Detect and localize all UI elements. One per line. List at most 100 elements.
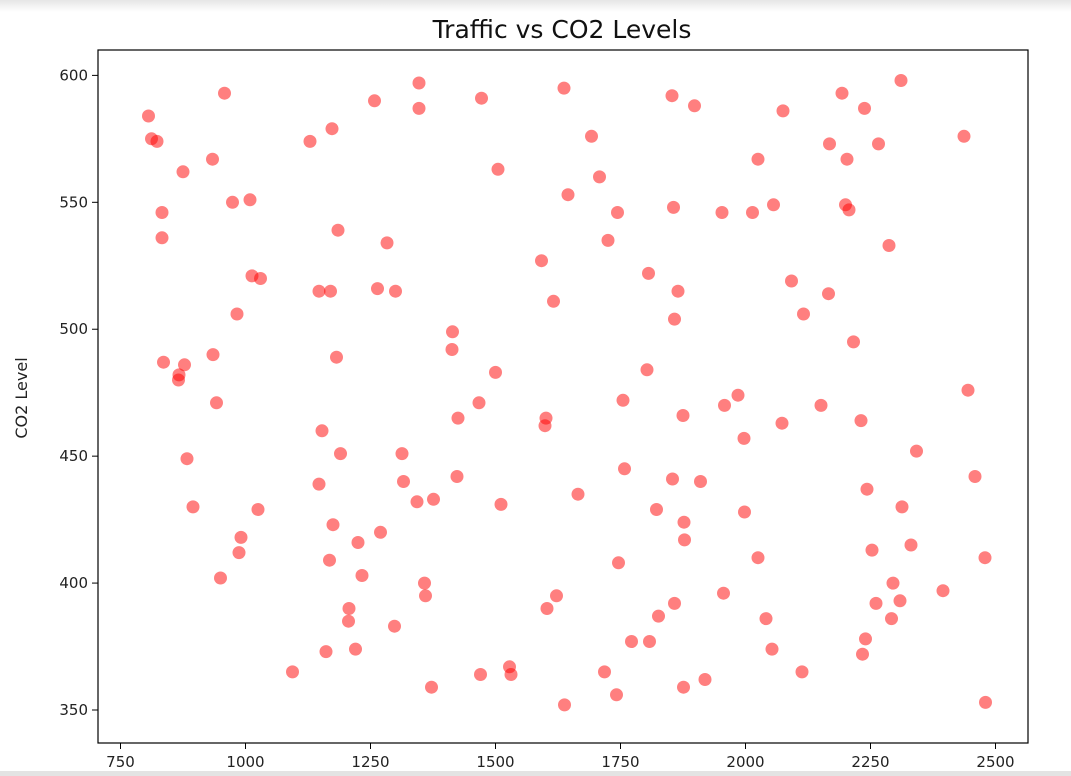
data-point-114 bbox=[738, 505, 751, 519]
chart-title: Traffic vs CO2 Levels bbox=[432, 15, 692, 44]
data-point-29 bbox=[312, 284, 326, 298]
data-point-103 bbox=[677, 680, 690, 694]
data-point-81 bbox=[585, 129, 598, 143]
data-point-93 bbox=[643, 635, 656, 648]
data-point-55 bbox=[418, 576, 431, 590]
data-point-12 bbox=[186, 500, 200, 514]
data-point-109 bbox=[715, 206, 729, 219]
data-point-9 bbox=[178, 358, 191, 372]
data-point-50 bbox=[395, 447, 409, 461]
data-point-13 bbox=[206, 152, 219, 166]
data-point-146 bbox=[894, 74, 908, 87]
data-point-122 bbox=[776, 104, 790, 118]
data-point-33 bbox=[324, 284, 337, 298]
x-tick-label: 750 bbox=[106, 753, 135, 771]
data-point-136 bbox=[858, 101, 871, 115]
data-point-89 bbox=[618, 462, 631, 476]
data-point-35 bbox=[326, 518, 340, 532]
x-tick-label: 1750 bbox=[601, 753, 639, 771]
data-point-138 bbox=[860, 482, 874, 496]
data-point-127 bbox=[822, 287, 835, 301]
data-point-38 bbox=[334, 447, 347, 461]
data-point-115 bbox=[746, 206, 759, 219]
data-point-58 bbox=[427, 492, 440, 506]
data-point-153 bbox=[968, 470, 982, 483]
data-point-85 bbox=[610, 688, 623, 702]
data-point-49 bbox=[389, 284, 402, 298]
data-point-95 bbox=[652, 609, 665, 623]
data-point-60 bbox=[445, 343, 459, 356]
data-point-125 bbox=[797, 307, 810, 321]
data-point-126 bbox=[814, 398, 828, 412]
data-point-52 bbox=[410, 495, 424, 509]
data-point-11 bbox=[180, 452, 194, 466]
data-point-22 bbox=[243, 193, 257, 207]
data-point-111 bbox=[718, 398, 731, 412]
data-point-32 bbox=[323, 553, 336, 567]
x-tick-label: 1000 bbox=[226, 753, 264, 771]
data-point-63 bbox=[472, 396, 486, 410]
y-tick-label: 450 bbox=[59, 447, 88, 465]
data-point-43 bbox=[355, 569, 369, 582]
data-point-14 bbox=[206, 348, 220, 362]
data-point-36 bbox=[330, 350, 343, 364]
data-point-101 bbox=[671, 284, 685, 298]
data-point-108 bbox=[698, 673, 712, 686]
x-axis-ticks: 750 1000 1250 1500 1750 2000 2250 2500 bbox=[106, 743, 1015, 771]
data-point-94 bbox=[650, 503, 663, 516]
data-point-64 bbox=[474, 668, 487, 681]
data-point-79 bbox=[561, 188, 575, 202]
data-point-99 bbox=[668, 312, 681, 326]
data-point-141 bbox=[872, 137, 885, 151]
data-point-34 bbox=[325, 122, 339, 136]
data-point-70 bbox=[504, 668, 518, 681]
data-point-154 bbox=[978, 551, 992, 565]
window-bottom-edge bbox=[0, 771, 1071, 776]
data-point-40 bbox=[342, 614, 355, 628]
data-point-30 bbox=[315, 424, 329, 438]
data-point-10 bbox=[176, 165, 190, 179]
data-point-107 bbox=[694, 475, 707, 488]
data-point-20 bbox=[232, 546, 246, 560]
data-point-4 bbox=[155, 206, 169, 219]
data-point-66 bbox=[489, 365, 502, 379]
x-tick-label: 1500 bbox=[476, 753, 514, 771]
data-point-92 bbox=[642, 266, 655, 280]
data-point-152 bbox=[961, 383, 975, 397]
data-point-124 bbox=[795, 665, 809, 679]
data-point-28 bbox=[312, 477, 326, 491]
data-point-117 bbox=[751, 551, 765, 565]
data-point-132 bbox=[842, 203, 856, 217]
data-point-105 bbox=[678, 533, 691, 547]
data-point-142 bbox=[882, 239, 896, 252]
data-point-129 bbox=[835, 86, 849, 100]
data-point-44 bbox=[368, 94, 381, 108]
data-point-100 bbox=[668, 596, 681, 610]
data-point-82 bbox=[593, 170, 606, 184]
data-point-83 bbox=[598, 665, 611, 679]
data-point-71 bbox=[535, 254, 548, 268]
data-point-53 bbox=[412, 76, 426, 90]
data-point-150 bbox=[936, 584, 950, 598]
data-point-77 bbox=[557, 81, 571, 95]
data-point-96 bbox=[665, 89, 679, 103]
data-point-3 bbox=[150, 134, 164, 148]
window-top-edge bbox=[0, 0, 1071, 12]
data-point-133 bbox=[847, 335, 860, 349]
data-point-65 bbox=[475, 91, 488, 105]
data-point-131 bbox=[840, 152, 854, 166]
data-point-56 bbox=[419, 589, 432, 603]
y-axis-label: CO2 Level bbox=[12, 357, 31, 438]
x-tick-label: 2250 bbox=[851, 753, 889, 771]
data-point-134 bbox=[854, 414, 868, 428]
data-point-147 bbox=[895, 500, 909, 514]
data-point-88 bbox=[616, 393, 630, 407]
data-point-54 bbox=[412, 101, 426, 115]
data-point-78 bbox=[558, 698, 571, 712]
data-point-1 bbox=[142, 109, 155, 123]
data-point-145 bbox=[893, 594, 907, 608]
data-point-86 bbox=[611, 206, 624, 219]
data-point-5 bbox=[155, 231, 169, 245]
data-point-98 bbox=[667, 200, 680, 214]
data-point-137 bbox=[859, 632, 872, 646]
